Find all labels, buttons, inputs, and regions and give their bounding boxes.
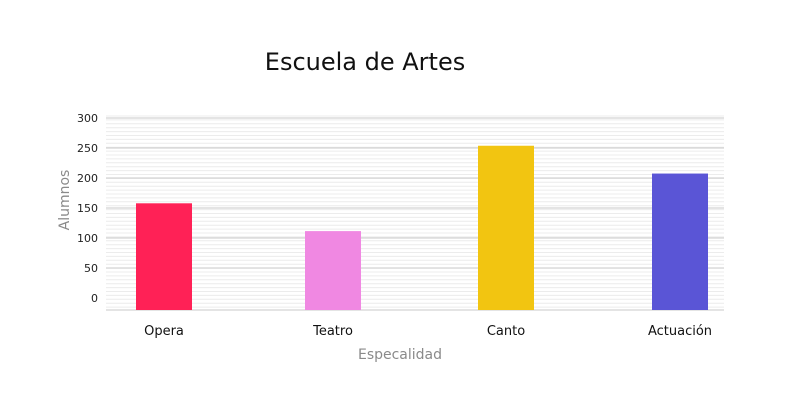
bar-canto: [478, 145, 534, 310]
bar-opera: [136, 203, 192, 310]
y-tick-label: 150: [77, 202, 98, 215]
x-axis-title: Especalidad: [358, 347, 442, 363]
bar-actuacin: [652, 173, 708, 310]
x-tick-label: Canto: [487, 324, 525, 339]
x-axis-ticks: Opera Teatro Canto Actuación: [144, 324, 712, 339]
y-tick-label: 200: [77, 172, 98, 185]
bar-teatro: [305, 231, 361, 310]
bars: [136, 145, 708, 310]
y-tick-label: 300: [77, 112, 98, 125]
y-tick-label: 50: [84, 262, 98, 275]
y-tick-label: 0: [91, 292, 98, 305]
x-tick-label: Teatro: [312, 324, 353, 339]
y-tick-label: 100: [77, 232, 98, 245]
y-axis-title: Alumnos: [57, 170, 73, 231]
y-axis-ticks: 0 50 100 150 200 250 300: [77, 112, 98, 305]
grid-lines: [106, 115, 724, 311]
chart-title: Escuela de Artes: [264, 48, 466, 76]
x-tick-label: Opera: [144, 324, 184, 339]
x-tick-label: Actuación: [648, 324, 712, 339]
y-tick-label: 250: [77, 142, 98, 155]
